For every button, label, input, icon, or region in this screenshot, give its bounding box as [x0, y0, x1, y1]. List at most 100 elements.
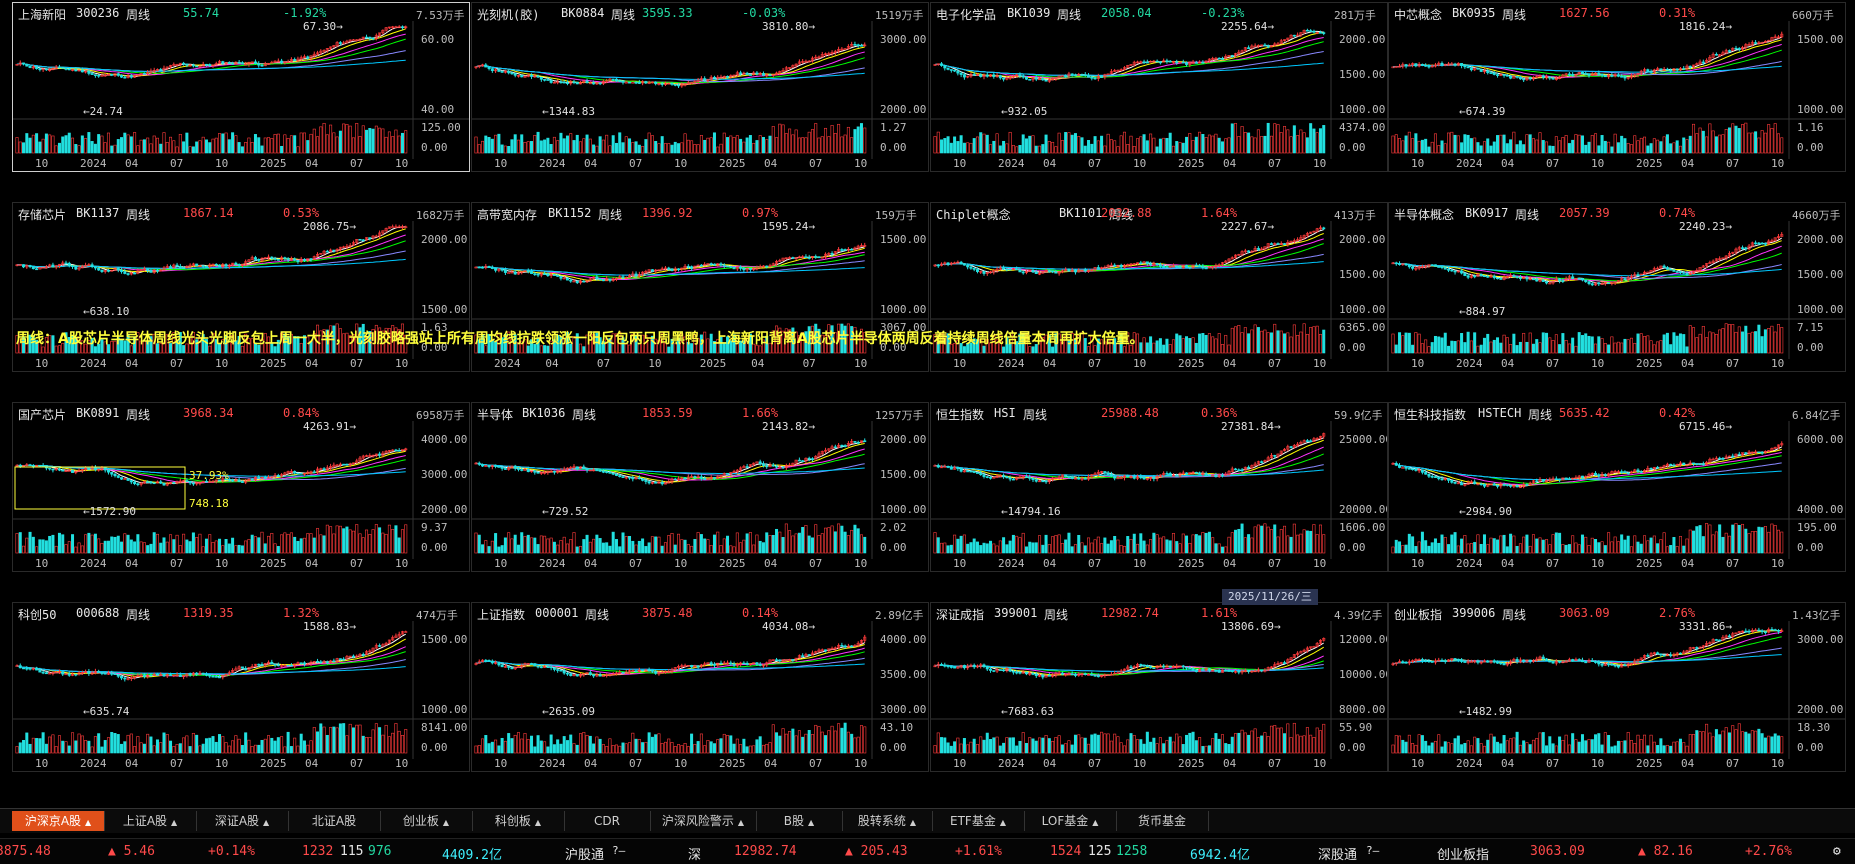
chart-panel-000688[interactable]: 科创50 000688 周线 1319.35 1.32% 474万手 1588.83→ ←63… [12, 602, 470, 772]
volume-bar [204, 139, 208, 154]
tab-4[interactable]: 创业板 ▲ [380, 811, 473, 831]
chart-panel-hstech[interactable]: 恒生科技指数 HSTECH 周线 5635.42 0.42% 6.84亿手 6715.46→… [1388, 402, 1846, 572]
time-axis-label: 07 [350, 357, 364, 370]
sh-connect-label[interactable]: 沪股通 [565, 848, 605, 863]
volume-bar [1626, 732, 1630, 754]
candle [559, 669, 563, 672]
kline-chart[interactable] [931, 603, 1388, 772]
price-axis-label: 6000.00 [1797, 433, 1844, 446]
tab-10[interactable]: ETF基金 ▲ [932, 811, 1025, 831]
chart-panel-300236[interactable]: 上海新阳 300236 周线 55.74 -1.92% 7.53万手 67.30→ ←24.7… [12, 2, 470, 172]
kline-chart[interactable] [1389, 603, 1846, 772]
chart-panel-399006[interactable]: 创业板指 399006 周线 3063.09 2.76% 1.43亿手 3331.86→ ←1… [1388, 602, 1846, 772]
tab-5[interactable]: 科创板 ▲ [472, 811, 565, 831]
volume-bar [221, 339, 225, 354]
candle [325, 661, 329, 664]
kline-chart[interactable] [13, 3, 470, 172]
kline-chart[interactable] [1389, 3, 1846, 172]
candle [755, 267, 759, 270]
candle [1744, 44, 1748, 48]
candle [494, 662, 498, 664]
candle [250, 61, 254, 64]
volume-bar [15, 533, 19, 554]
candle [699, 664, 703, 667]
chart-panel-000001[interactable]: 上证指数 000001 周线 3875.48 0.14% 2.89亿手 4034.08→ ←2… [471, 602, 929, 772]
kline-chart[interactable] [472, 403, 929, 572]
kline-chart[interactable] [931, 403, 1388, 572]
tab-8[interactable]: B股 ▲ [756, 811, 843, 831]
kline-chart[interactable] [13, 603, 470, 772]
candle [1502, 74, 1506, 76]
volume-bar [1616, 740, 1620, 754]
candle [1724, 635, 1728, 638]
chart-panel-bk0935[interactable]: 中芯概念 BK0935 周线 1627.56 0.31% 660万手 1816.24→ ←67… [1388, 2, 1846, 172]
tab-6[interactable]: CDR [564, 811, 651, 831]
candle [516, 74, 520, 77]
tab-2[interactable]: 深证A股 ▲ [196, 811, 289, 831]
help-circle-icon[interactable]: ?— [1366, 844, 1380, 857]
volume-bar [1574, 542, 1578, 554]
chart-panel-hsi[interactable]: 恒生指数 HSI 周线 25988.48 0.36% 59.9亿手 27381.84→ ←14… [930, 402, 1388, 572]
chart-panel-bk1152[interactable]: 高带宽内存 BK1152 周线 1396.92 0.97% 159万手 1595.24→ 15… [471, 202, 929, 372]
candle [1482, 660, 1486, 663]
chart-panel-bk1137[interactable]: 存储芯片 BK1137 周线 1867.14 0.53% 1682万手 2086.75→ ←6… [12, 202, 470, 372]
chart-panel-bk1101[interactable]: Chiplet概念 BK1101 周线 2032.88 1.64% 413万手 2227.6… [930, 202, 1388, 372]
kline-chart[interactable] [13, 403, 470, 572]
volume-bar [827, 136, 831, 154]
candle [404, 226, 408, 229]
candle [1051, 78, 1055, 81]
kline-chart[interactable] [472, 3, 929, 172]
volume-bar [1165, 138, 1169, 154]
kline-chart[interactable] [472, 203, 929, 372]
tab-7[interactable]: 沪深风险警示 ▲ [650, 811, 757, 831]
kline-chart[interactable] [472, 603, 929, 772]
kline-chart[interactable] [1389, 403, 1846, 572]
candle [526, 270, 530, 272]
tab-1[interactable]: 上证A股 ▲ [104, 811, 197, 831]
help-circle-icon[interactable]: ?— [612, 844, 626, 857]
tab-12[interactable]: 货币基金 [1116, 811, 1209, 831]
volume-bar [136, 145, 140, 154]
candle [546, 470, 550, 473]
kline-chart[interactable] [1389, 203, 1846, 372]
chart-panel-bk1036[interactable]: 半导体 BK1036 周线 1853.59 1.66% 1257万手 2143.82→ ←72… [471, 402, 929, 572]
sz-connect-label[interactable]: 深股通 [1318, 848, 1358, 863]
candle [949, 666, 953, 668]
chart-panel-bk1039[interactable]: 电子化学品 BK1039 周线 2058.04 -0.23% 281万手 2255.64→ ←… [930, 2, 1388, 172]
tab-0[interactable]: 沪深京A股 ▲ [12, 811, 105, 831]
candle [516, 666, 520, 668]
candle [582, 673, 586, 675]
candle [113, 673, 117, 675]
candle [1250, 465, 1254, 469]
range-box [14, 466, 186, 510]
candle [391, 637, 395, 641]
candle [748, 268, 752, 270]
time-axis-label: 07 [802, 357, 816, 370]
tab-3[interactable]: 北证A股 [288, 811, 381, 831]
chart-panel-bk0884[interactable]: 光刻机(胶) BK0884 周线 3595.33 -0.03% 1519万手 3810.80… [471, 2, 929, 172]
candle [526, 468, 530, 473]
candle [840, 249, 844, 251]
tab-9[interactable]: 股转系统 ▲ [842, 811, 933, 831]
kline-chart[interactable] [931, 3, 1388, 172]
volume-bar [722, 132, 726, 154]
tab-11[interactable]: LOF基金 ▲ [1024, 811, 1117, 831]
candle [1705, 263, 1709, 267]
chart-panel-bk0891[interactable]: 国产芯片 BK0891 周线 3968.34 0.84% 6958万手 4263.91→ ←1… [12, 402, 470, 572]
volume-axis-label: 0.00 [421, 541, 448, 554]
volume-bar [559, 540, 563, 554]
volume-bar [765, 335, 769, 354]
kline-chart[interactable] [13, 203, 470, 372]
kline-chart[interactable] [931, 203, 1388, 372]
gear-icon[interactable]: ⚙ [1833, 844, 1841, 859]
candle [1525, 77, 1529, 81]
candle [1132, 476, 1136, 479]
chart-panel-bk0917[interactable]: 半导体概念 BK0917 周线 2057.39 0.74% 4660万手 2240.23→ ←… [1388, 202, 1846, 372]
volume-bar [120, 339, 124, 354]
candle [397, 633, 401, 637]
chart-panel-399001[interactable]: 深证成指 399001 周线 12982.74 1.61% 4.39亿手 13806.69→… [930, 602, 1388, 772]
candle [1260, 248, 1264, 251]
volume-bar [530, 339, 534, 354]
volume-bar [1509, 139, 1513, 154]
candle [933, 465, 937, 467]
